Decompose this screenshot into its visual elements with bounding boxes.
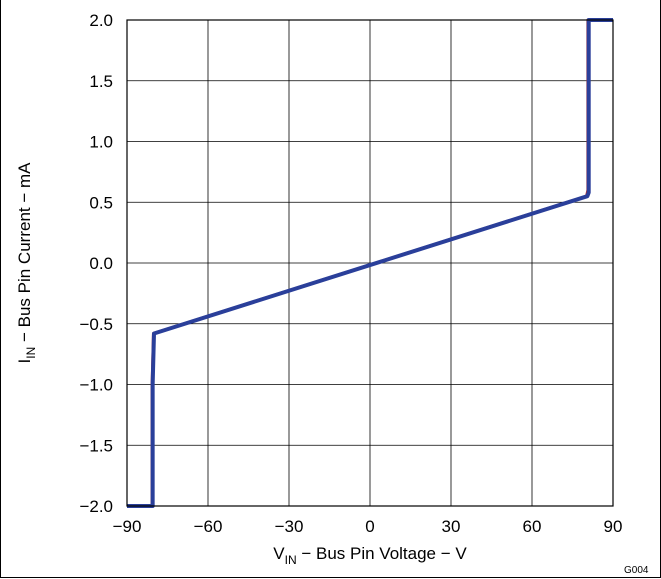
figure-id: G004 bbox=[624, 565, 649, 576]
x-tick-label: 30 bbox=[442, 517, 461, 536]
y-tick-label: −1.0 bbox=[79, 376, 113, 395]
y-tick-label: −1.5 bbox=[79, 436, 113, 455]
y-axis-label: IIN − Bus Pin Current − mA bbox=[15, 162, 38, 364]
x-axis-label: VIN − Bus Pin Voltage − V bbox=[273, 544, 467, 567]
x-tick-label: −60 bbox=[194, 517, 223, 536]
y-axis-label-sub: IN bbox=[24, 347, 38, 359]
y-tick-label: 0.0 bbox=[89, 254, 113, 273]
x-axis-label-main: V bbox=[273, 544, 285, 563]
y-tick-labels: 2.0 1.5 1.0 0.5 0.0 −0.5 −1.0 −1.5 −2.0 bbox=[79, 11, 113, 516]
series-layer bbox=[127, 18, 613, 508]
x-tick-label: 0 bbox=[365, 517, 374, 536]
x-axis-label-rest: − Bus Pin Voltage − V bbox=[297, 544, 468, 563]
x-tick-labels: −90 −60 −30 0 30 60 90 bbox=[113, 517, 623, 536]
x-tick-label: −90 bbox=[113, 517, 142, 536]
y-axis-label-rest: − Bus Pin Current − mA bbox=[15, 162, 34, 347]
plot-area-border bbox=[126, 19, 614, 507]
y-tick-label: −2.0 bbox=[79, 497, 113, 516]
x-tick-label: −30 bbox=[275, 517, 304, 536]
y-tick-label: −0.5 bbox=[79, 315, 113, 334]
y-axis-label-main: I bbox=[15, 359, 34, 364]
x-tick-label: 60 bbox=[523, 517, 542, 536]
x-tick-label: 90 bbox=[604, 517, 623, 536]
y-tick-label: 2.0 bbox=[89, 11, 113, 30]
x-axis-label-sub: IN bbox=[285, 553, 297, 567]
y-tick-label: 1.0 bbox=[89, 133, 113, 152]
series-line-0 bbox=[127, 18, 613, 508]
y-tick-label: 1.5 bbox=[89, 72, 113, 91]
y-tick-label: 0.5 bbox=[89, 193, 113, 212]
